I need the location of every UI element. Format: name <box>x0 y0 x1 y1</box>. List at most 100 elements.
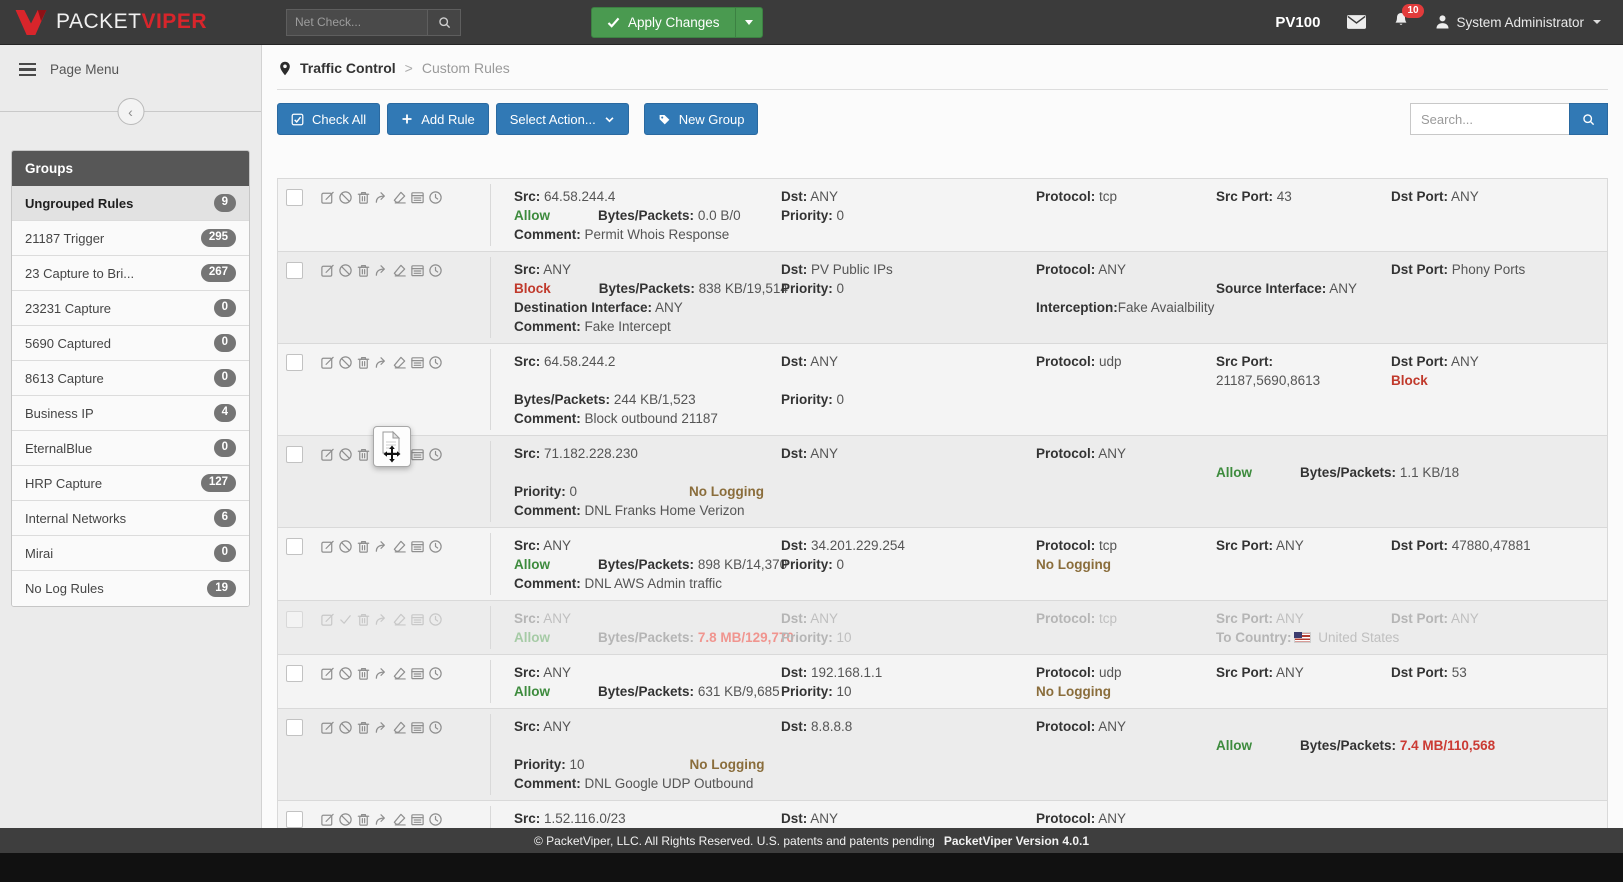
erase-icon[interactable] <box>392 666 407 681</box>
clock-icon[interactable] <box>428 812 443 827</box>
rule-checkbox[interactable] <box>286 665 303 682</box>
list-icon[interactable] <box>410 190 425 205</box>
group-item[interactable]: 5690 Captured 0 <box>12 326 249 361</box>
group-item[interactable]: Business IP 4 <box>12 396 249 431</box>
rule-checkbox[interactable] <box>286 446 303 463</box>
erase-icon[interactable] <box>392 539 407 554</box>
erase-icon[interactable] <box>392 720 407 735</box>
ban-icon[interactable] <box>338 812 353 827</box>
rule-checkbox[interactable] <box>286 354 303 371</box>
groups-list: Ungrouped Rules 9 21187 Trigger 295 23 Captu… <box>12 186 249 606</box>
edit-icon[interactable] <box>320 190 335 205</box>
messages-button[interactable] <box>1347 15 1367 29</box>
rule-checkbox[interactable] <box>286 189 303 206</box>
erase-icon[interactable] <box>392 190 407 205</box>
group-item[interactable]: HRP Capture 127 <box>12 466 249 501</box>
group-item[interactable]: No Log Rules 19 <box>12 571 249 606</box>
ban-icon[interactable] <box>338 539 353 554</box>
sidebar-collapse-button[interactable]: ‹ <box>117 98 144 125</box>
net-check-search-button[interactable] <box>428 8 461 36</box>
ban-icon[interactable] <box>338 447 353 462</box>
breadcrumb-section[interactable]: Traffic Control <box>300 60 396 76</box>
trash-icon[interactable] <box>356 812 371 827</box>
share-icon[interactable] <box>374 539 389 554</box>
edit-icon[interactable] <box>320 666 335 681</box>
trash-icon[interactable] <box>356 720 371 735</box>
check-all-button[interactable]: Check All <box>277 103 381 135</box>
group-item[interactable]: 21187 Trigger 295 <box>12 221 249 256</box>
edit-icon[interactable] <box>320 720 335 735</box>
field-label: Src Port: <box>1216 665 1274 680</box>
rule-checkbox[interactable] <box>286 719 303 736</box>
trash-icon[interactable] <box>356 666 371 681</box>
list-icon[interactable] <box>410 812 425 827</box>
field-value: ANY <box>1448 189 1479 204</box>
share-icon[interactable] <box>374 263 389 278</box>
share-icon[interactable] <box>374 190 389 205</box>
clock-icon[interactable] <box>428 355 443 370</box>
list-icon[interactable] <box>410 539 425 554</box>
trash-icon[interactable] <box>356 355 371 370</box>
drag-ghost[interactable] <box>373 426 411 467</box>
notifications-button[interactable]: 10 <box>1393 3 1424 33</box>
ban-icon[interactable] <box>338 666 353 681</box>
share-icon[interactable] <box>374 812 389 827</box>
rule-checkbox[interactable] <box>286 538 303 555</box>
group-item[interactable]: EternalBlue 0 <box>12 431 249 466</box>
net-check-input[interactable] <box>286 8 428 36</box>
list-icon[interactable] <box>410 355 425 370</box>
group-item[interactable]: 23 Capture to Bri... 267 <box>12 256 249 291</box>
apply-changes-dropdown[interactable] <box>734 7 762 37</box>
trash-icon[interactable] <box>356 447 371 462</box>
edit-icon[interactable] <box>320 355 335 370</box>
clock-icon[interactable] <box>428 666 443 681</box>
group-item[interactable]: Internal Networks 6 <box>12 501 249 536</box>
field-label: Protocol: <box>1036 719 1096 734</box>
select-action-dropdown[interactable]: Select Action... <box>495 103 629 135</box>
rule-cell: Dst: ANY Priority: 0 <box>781 349 1036 430</box>
clock-icon[interactable] <box>428 720 443 735</box>
erase-icon[interactable] <box>392 812 407 827</box>
clock-icon[interactable] <box>428 263 443 278</box>
list-icon[interactable] <box>410 447 425 462</box>
edit-icon[interactable] <box>320 263 335 278</box>
edit-icon[interactable] <box>320 812 335 827</box>
trash-icon[interactable] <box>356 190 371 205</box>
group-item[interactable]: 8613 Capture 0 <box>12 361 249 396</box>
new-group-button[interactable]: New Group <box>643 103 759 135</box>
apply-changes-button[interactable]: Apply Changes <box>591 6 763 38</box>
trash-icon[interactable] <box>356 539 371 554</box>
ban-icon[interactable] <box>338 190 353 205</box>
erase-icon[interactable] <box>392 263 407 278</box>
brand-logo[interactable]: PACKETVIPER <box>14 9 264 36</box>
page-menu-button[interactable]: Page Menu <box>0 57 261 82</box>
share-icon[interactable] <box>374 355 389 370</box>
field-label: Dst: <box>781 262 808 277</box>
list-icon[interactable] <box>410 263 425 278</box>
clock-icon[interactable] <box>428 190 443 205</box>
list-icon[interactable] <box>410 666 425 681</box>
group-item[interactable]: Mirai 0 <box>12 536 249 571</box>
add-rule-button[interactable]: Add Rule <box>387 103 489 135</box>
erase-icon[interactable] <box>392 355 407 370</box>
ban-icon[interactable] <box>338 263 353 278</box>
clock-icon[interactable] <box>428 447 443 462</box>
edit-icon[interactable] <box>320 447 335 462</box>
share-icon[interactable] <box>374 720 389 735</box>
rules-search-input[interactable] <box>1410 103 1569 135</box>
list-icon[interactable] <box>410 720 425 735</box>
user-menu[interactable]: System Administrator <box>1436 15 1601 30</box>
ban-icon[interactable] <box>338 355 353 370</box>
group-item[interactable]: 23231 Capture 0 <box>12 291 249 326</box>
clock-icon[interactable] <box>428 539 443 554</box>
share-icon[interactable] <box>374 666 389 681</box>
rule-cell: Protocol: udp <box>1036 349 1216 430</box>
trash-icon[interactable] <box>356 263 371 278</box>
group-item[interactable]: Ungrouped Rules 9 <box>12 186 249 221</box>
edit-icon[interactable] <box>320 539 335 554</box>
rules-search-button[interactable] <box>1569 103 1608 135</box>
rule-checkbox[interactable] <box>286 262 303 279</box>
field-value: Block <box>1391 373 1428 388</box>
rule-checkbox[interactable] <box>286 811 303 828</box>
ban-icon[interactable] <box>338 720 353 735</box>
